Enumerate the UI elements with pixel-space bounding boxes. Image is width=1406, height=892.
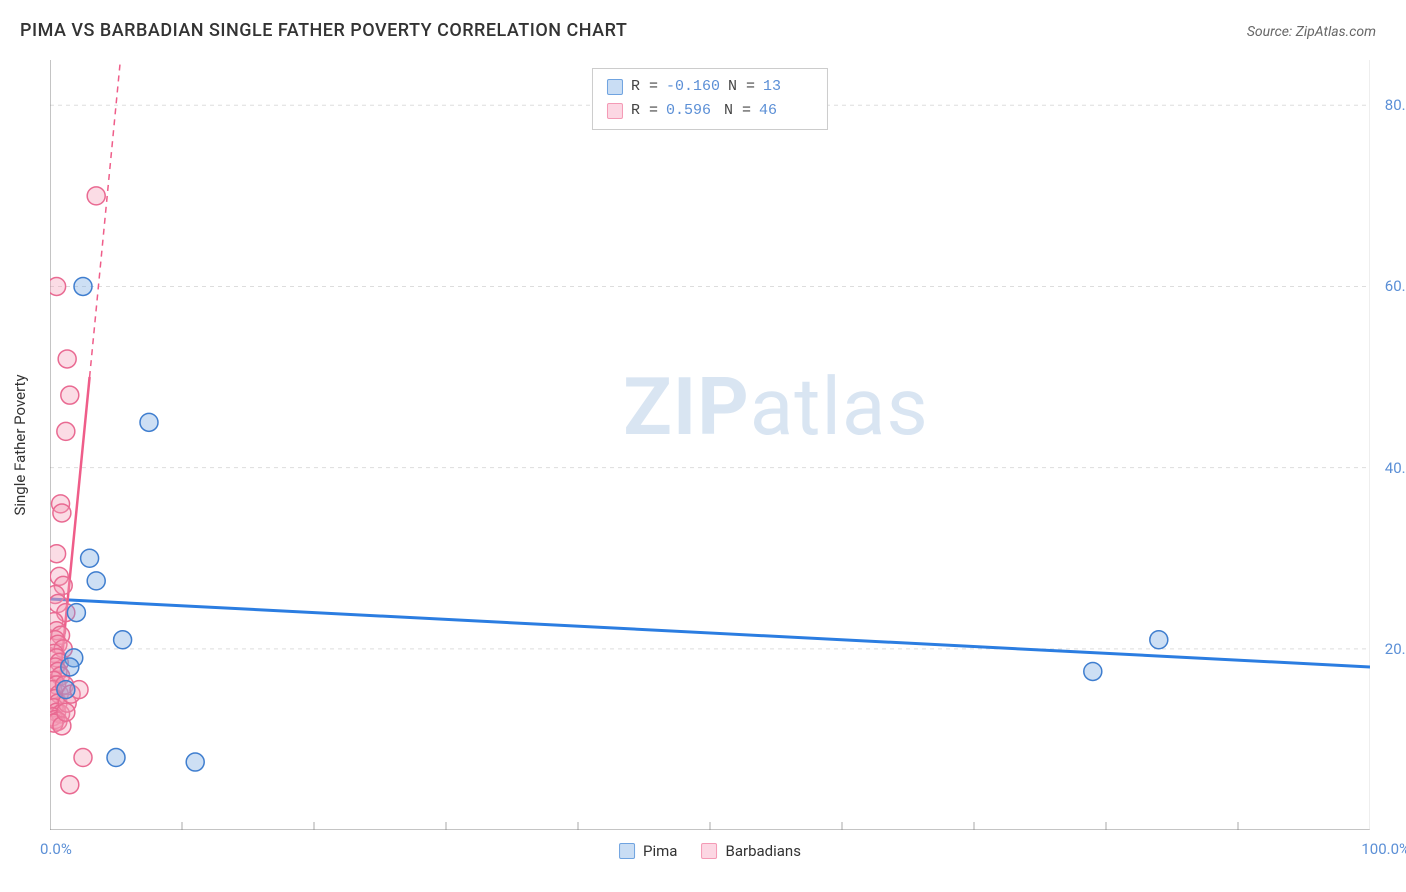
swatch-icon bbox=[619, 843, 635, 859]
r-value: 0.596 bbox=[666, 99, 716, 123]
y-tick-label: 40.0% bbox=[1385, 459, 1406, 477]
legend-stats-row: R = 0.596 N = 46 bbox=[607, 99, 813, 123]
chart-area: Single Father Poverty ZIPatlas R = -0.16… bbox=[50, 60, 1370, 830]
swatch-icon bbox=[701, 843, 717, 859]
y-tick-label: 60.0% bbox=[1385, 277, 1406, 295]
x-tick-min: 0.0% bbox=[40, 840, 72, 858]
legend-label: Pima bbox=[643, 842, 677, 860]
legend-item: Pima bbox=[619, 842, 677, 860]
chart-title: PIMA VS BARBADIAN SINGLE FATHER POVERTY … bbox=[20, 20, 627, 41]
y-tick-label: 20.0% bbox=[1385, 640, 1406, 658]
swatch-icon bbox=[607, 79, 623, 95]
n-value: 46 bbox=[759, 99, 809, 123]
y-axis-label: Single Father Poverty bbox=[11, 374, 29, 515]
swatch-icon bbox=[607, 103, 623, 119]
legend-label: Barbadians bbox=[725, 842, 800, 860]
y-tick-label: 80.0% bbox=[1385, 96, 1406, 114]
legend-series: Pima Barbadians bbox=[619, 842, 801, 860]
source-label: Source: ZipAtlas.com bbox=[1247, 24, 1376, 40]
n-value: 13 bbox=[763, 75, 813, 99]
r-value: -0.160 bbox=[666, 75, 720, 99]
legend-stats-row: R = -0.160 N = 13 bbox=[607, 75, 813, 99]
x-tick-max: 100.0% bbox=[1361, 840, 1406, 858]
legend-item: Barbadians bbox=[701, 842, 800, 860]
legend-stats: R = -0.160 N = 13 R = 0.596 N = 46 bbox=[592, 68, 828, 130]
scatter-plot bbox=[50, 60, 1370, 830]
